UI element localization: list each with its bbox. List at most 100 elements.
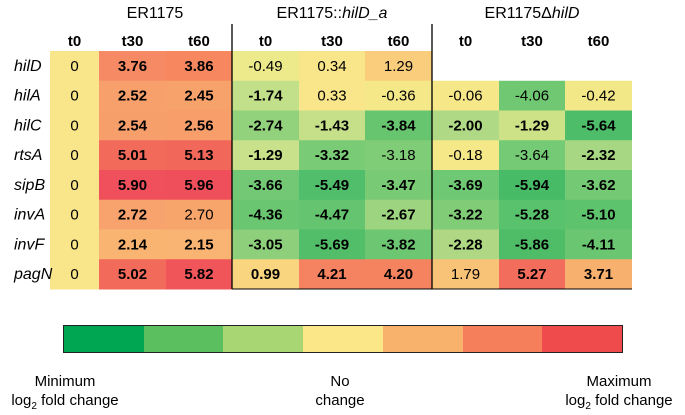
heatmap-cell (50, 229, 99, 260)
cell-value-label: 0.99 (251, 266, 280, 283)
heatmap-cell (232, 170, 299, 201)
heatmap-cell (432, 110, 499, 141)
column-header: t30 (122, 33, 144, 50)
heatmap-cell (166, 140, 232, 171)
heatmap-cell (365, 259, 432, 290)
heatmap-cell (432, 229, 499, 260)
cell-value-label: -3.84 (381, 117, 416, 134)
cell-value-label: -0.06 (448, 88, 482, 105)
heatmap-cell (166, 199, 232, 230)
cell-value-label: -0.42 (581, 88, 615, 105)
row-label: invF (14, 236, 45, 253)
row-label: hilC (14, 117, 42, 134)
heatmap-cell (365, 110, 432, 141)
heatmap-cell (299, 259, 365, 290)
heatmap-cell (50, 140, 99, 171)
heatmap-cell (299, 229, 365, 260)
cell-value-label: -2.32 (581, 147, 615, 164)
cell-value-label: -3.05 (248, 236, 282, 253)
cell-value-label: 2.70 (184, 207, 213, 224)
cell-value-label: 2.52 (118, 88, 147, 105)
heatmap-cell (565, 170, 632, 201)
legend-min-label: Minimum log2 fold change (11, 373, 119, 412)
legend-max-label: Maximum log2 fold change (565, 373, 673, 412)
heatmap-cell (365, 140, 432, 171)
heatmap-cell (365, 80, 432, 111)
heatmap-cell (432, 170, 499, 201)
legend-color-bar (63, 325, 623, 353)
cell-value-label: -5.10 (581, 207, 615, 224)
heatmap-cell (365, 170, 432, 201)
heatmap-cell (565, 80, 632, 111)
cell-value-label: 0 (70, 147, 78, 164)
heatmap-cell (565, 110, 632, 141)
heatmap-cell (232, 51, 299, 82)
cell-value-label: 0.33 (317, 88, 346, 105)
heatmap-cell (499, 170, 565, 201)
column-header: t60 (188, 33, 210, 50)
cell-value-label: -4.06 (515, 88, 549, 105)
cell-value-label: 4.20 (384, 266, 413, 283)
cell-value-label: 0 (70, 266, 78, 283)
heatmap-cell (50, 80, 99, 111)
cell-value-label: 0 (70, 236, 78, 253)
cell-value-label: -3.82 (381, 236, 415, 253)
heatmap-cell (299, 199, 365, 230)
column-header: t30 (521, 33, 543, 50)
heatmap-cell (565, 199, 632, 230)
heatmap-cell (432, 259, 499, 290)
column-header: t0 (459, 33, 472, 50)
heatmap-cell (365, 229, 432, 260)
cell-value-label: 0.34 (317, 58, 346, 75)
legend-color-swatch (303, 326, 383, 352)
cell-value-label: 5.13 (184, 147, 213, 164)
cell-value-label: -0.36 (381, 88, 415, 105)
cell-value-label: -3.22 (448, 207, 482, 224)
cell-value-label: -0.49 (248, 58, 282, 75)
heatmap-cell (166, 229, 232, 260)
cell-value-label: 0 (70, 207, 78, 224)
cell-value-label: 2.72 (118, 207, 147, 224)
column-header: t0 (68, 33, 81, 50)
column-header: t60 (388, 33, 410, 50)
heatmap-cell (499, 80, 565, 111)
cell-value-label: 0 (70, 117, 78, 134)
heatmap-cell (166, 170, 232, 201)
heatmap-cell (432, 140, 499, 171)
cell-value-label: 2.15 (184, 236, 213, 253)
cell-value-label: -0.18 (448, 147, 482, 164)
cell-value-label: -5.94 (515, 177, 550, 194)
cell-value-label: 0 (70, 177, 78, 194)
heatmap-cell (565, 140, 632, 171)
cell-value-label: -3.62 (581, 177, 615, 194)
row-label: invA (14, 207, 45, 224)
cell-value-label: -4.11 (582, 236, 615, 253)
heatmap-cell (365, 199, 432, 230)
cell-value-label: -2.74 (248, 117, 283, 134)
heatmap-cell (232, 229, 299, 260)
heatmap-cell (565, 51, 632, 82)
heatmap-cell (99, 80, 166, 111)
heatmap-cell (365, 51, 432, 82)
cell-value-label: -5.69 (315, 236, 349, 253)
cell-value-label: 4.21 (317, 266, 346, 283)
cell-value-label: -4.47 (315, 207, 349, 224)
row-label: hilD (14, 58, 42, 75)
heatmap-cell (499, 259, 565, 290)
heatmap-cell (232, 80, 299, 111)
heatmap-cell (232, 110, 299, 141)
cell-value-label: -3.32 (315, 147, 349, 164)
legend-color-swatch (64, 326, 144, 352)
group-title: ER1175 (127, 5, 184, 22)
heatmap-cell (565, 229, 632, 260)
group-title: ER1175ΔhilD (485, 5, 580, 22)
column-header: t0 (259, 33, 272, 50)
cell-value-label: -4.36 (248, 207, 282, 224)
heatmap-cell (499, 229, 565, 260)
row-label: pagN (13, 266, 53, 283)
heatmap-cell (232, 259, 299, 290)
heatmap-cell (499, 110, 565, 141)
cell-value-label: 5.90 (118, 177, 147, 194)
cell-value-label: 5.02 (118, 266, 147, 283)
column-header: t60 (588, 33, 610, 50)
